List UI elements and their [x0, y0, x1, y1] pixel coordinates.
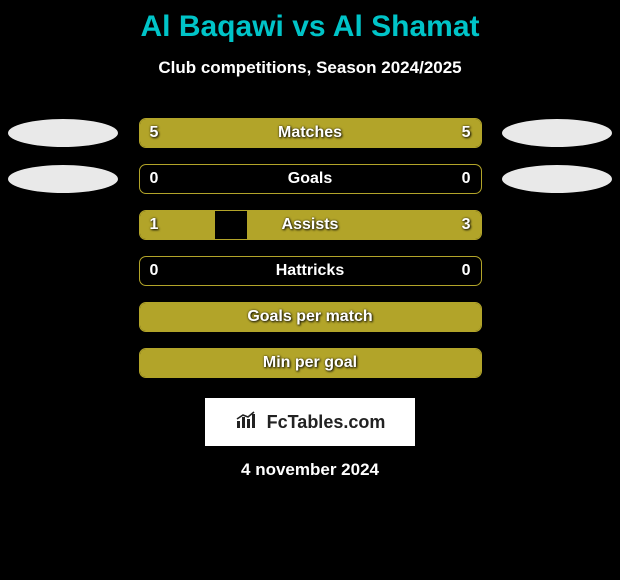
stat-value-right: 0	[462, 170, 471, 188]
stat-rows: 55Matches00Goals13Assists00HattricksGoal…	[0, 110, 620, 386]
date-label: 4 november 2024	[0, 460, 620, 480]
stat-bar: Min per goal	[139, 348, 482, 378]
stat-bar: 13Assists	[139, 210, 482, 240]
fill-left	[140, 211, 215, 239]
fill-right	[139, 349, 481, 377]
stat-row: 0 0Hattricks	[0, 248, 620, 294]
page-title: Al Baqawi vs Al Shamat	[0, 0, 620, 44]
comparison-chart: Al Baqawi vs Al Shamat Club competitions…	[0, 0, 620, 580]
stat-row: Goals per match	[0, 294, 620, 340]
stat-row: Min per goal	[0, 340, 620, 386]
stat-value-left: 0	[150, 262, 159, 280]
chart-icon	[235, 410, 261, 435]
side-oval-left	[8, 165, 118, 193]
logo-text: FcTables.com	[267, 412, 386, 433]
side-oval-left	[8, 119, 118, 147]
stat-label: Hattricks	[140, 262, 481, 280]
stat-bar: Goals per match	[139, 302, 482, 332]
fill-right	[309, 119, 481, 147]
fill-left	[140, 303, 482, 331]
side-oval-right	[502, 165, 612, 193]
stat-bar: 0 0Goals	[139, 164, 482, 194]
side-oval-right	[502, 119, 612, 147]
subtitle: Club competitions, Season 2024/2025	[0, 58, 620, 78]
stat-value-left: 0	[150, 170, 159, 188]
stat-row: 13Assists	[0, 202, 620, 248]
fill-left	[140, 119, 312, 147]
stat-label: Goals	[140, 170, 481, 188]
logo-badge: FcTables.com	[205, 398, 415, 446]
stat-bar: 0 0Hattricks	[139, 256, 482, 286]
stat-value-right: 0	[462, 262, 471, 280]
stat-row: 55Matches	[0, 110, 620, 156]
fill-right	[247, 211, 480, 239]
stat-bar: 55Matches	[139, 118, 482, 148]
stat-row: 0 0Goals	[0, 156, 620, 202]
